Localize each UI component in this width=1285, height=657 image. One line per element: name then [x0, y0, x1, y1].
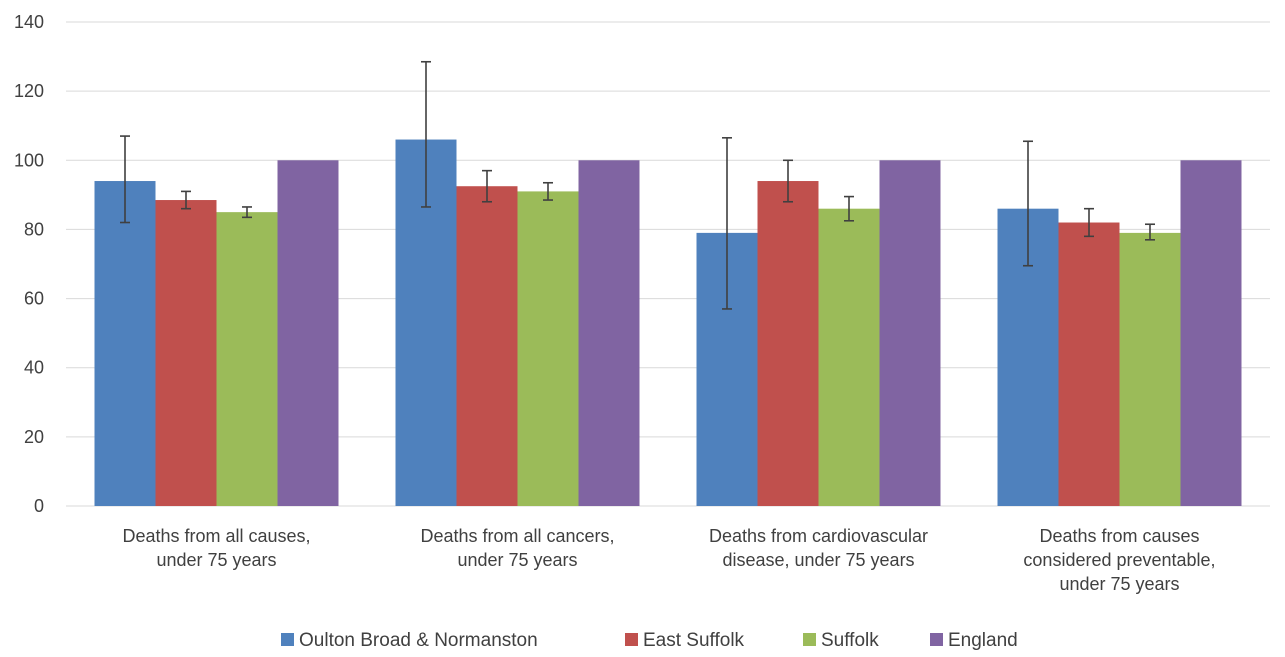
category-label-line: Deaths from cardiovascular: [709, 526, 928, 546]
bar-suffolk-3: [1119, 232, 1181, 506]
category-label-0: Deaths from all causes, under 75 years: [122, 526, 310, 570]
error-bar-2-0: [242, 206, 252, 219]
bar-east-suffolk-1: [456, 186, 518, 506]
legend-item-2: Suffolk: [803, 630, 879, 651]
error-bar-2-2: [844, 195, 854, 222]
error-bar-0-2: [722, 137, 732, 310]
bar-suffolk-2: [818, 208, 880, 506]
error-bar-1-2: [783, 159, 793, 203]
y-tick-label: 60: [24, 289, 44, 309]
legend-swatch: [281, 633, 294, 646]
error-bar-1-1: [482, 169, 492, 203]
error-bar-1-3: [1084, 207, 1094, 238]
y-tick-label: 100: [14, 150, 44, 170]
category-label-line: under 75 years: [156, 550, 276, 570]
bar-east-suffolk-3: [1058, 222, 1120, 506]
y-axis-tick-labels: 0 20 40 60 80 100 120 140: [14, 12, 44, 516]
y-tick-label: 20: [24, 427, 44, 447]
error-bar-2-3: [1145, 223, 1155, 241]
category-label-2: Deaths from cardiovascular disease, under…: [709, 526, 928, 570]
bar-oulton-broad-normanston-0: [94, 181, 156, 506]
category-label-line: disease, under 75 years: [722, 550, 914, 570]
y-tick-label: 40: [24, 358, 44, 378]
error-bars: [120, 60, 1155, 310]
y-tick-label: 80: [24, 219, 44, 239]
y-tick-label: 120: [14, 81, 44, 101]
bar-suffolk-0: [216, 212, 278, 506]
legend-swatch: [625, 633, 638, 646]
category-label-3: Deaths from causes considered preventable…: [1023, 526, 1215, 594]
category-label-line: Deaths from causes: [1039, 526, 1199, 546]
legend-item-0: Oulton Broad & Normanston: [281, 630, 538, 651]
error-bar-1-0: [181, 190, 191, 210]
bar-east-suffolk-0: [155, 200, 217, 507]
category-label-1: Deaths from all cancers, under 75 years: [420, 526, 614, 570]
legend-swatch: [930, 633, 943, 646]
legend-label: England: [948, 630, 1018, 651]
category-label-line: Deaths from all causes,: [122, 526, 310, 546]
legend-swatch: [803, 633, 816, 646]
legend: Oulton Broad & Normanston East Suffolk Suf…: [281, 630, 1018, 651]
bar-england-1: [578, 160, 640, 507]
error-bar-2-1: [543, 181, 553, 201]
bar-england-0: [277, 160, 339, 507]
category-label-line: under 75 years: [457, 550, 577, 570]
error-bar-0-1: [421, 60, 431, 208]
legend-item-3: England: [930, 630, 1018, 651]
y-tick-label: 0: [34, 496, 44, 516]
category-label-line: under 75 years: [1059, 574, 1179, 594]
category-label-line: considered preventable,: [1023, 550, 1215, 570]
legend-label: East Suffolk: [643, 630, 745, 651]
error-bar-0-0: [120, 135, 130, 224]
bar-suffolk-1: [517, 191, 579, 506]
error-bar-0-3: [1023, 140, 1033, 267]
legend-label: Suffolk: [821, 630, 879, 651]
category-label-line: Deaths from all cancers,: [420, 526, 614, 546]
bar-england-2: [879, 160, 941, 507]
y-tick-label: 140: [14, 12, 44, 32]
legend-label: Oulton Broad & Normanston: [299, 630, 538, 651]
legend-item-1: East Suffolk: [625, 630, 745, 651]
bar-east-suffolk-2: [757, 181, 819, 506]
bar-england-3: [1180, 160, 1242, 507]
bar-series: [94, 139, 1242, 507]
x-axis-category-labels: Deaths from all causes, under 75 yearsDea…: [122, 526, 1215, 594]
